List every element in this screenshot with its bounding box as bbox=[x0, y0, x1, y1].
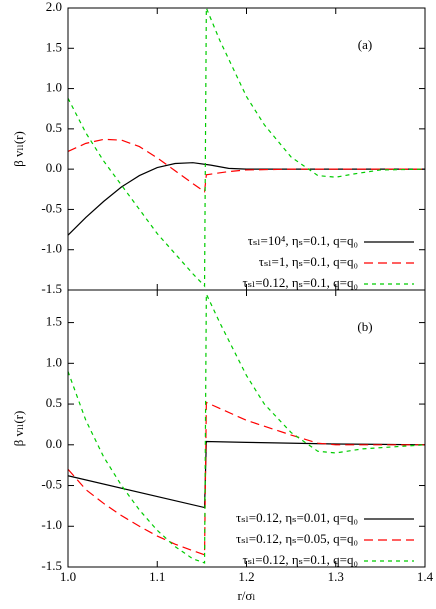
legend-label: τₛₗ=1, ηₛ=0.1, q=q₀ bbox=[259, 254, 358, 269]
y-tick-label: 0.0 bbox=[46, 436, 62, 451]
y-tick-label: 1.0 bbox=[46, 354, 62, 369]
legend-label: τₛₗ=10⁴, ηₛ=0.1, q=q₀ bbox=[248, 233, 358, 248]
series-line bbox=[67, 401, 425, 556]
y-tick-label: 1.0 bbox=[46, 80, 62, 95]
legend-label: τₛₗ=0.12, ηₛ=0.1, q=q₀ bbox=[243, 275, 358, 290]
legend-label: τₛₗ=0.12, ηₛ=0.01, q=q₀ bbox=[236, 510, 358, 525]
y-tick-label: -0.5 bbox=[41, 200, 62, 215]
y-tick-label: -1.0 bbox=[41, 517, 62, 532]
y-tick-label: -0.5 bbox=[41, 477, 62, 492]
x-tick-label: 1.4 bbox=[417, 569, 434, 584]
series-line bbox=[67, 293, 426, 564]
x-tick-label: 1.0 bbox=[60, 569, 76, 584]
legend-label: τₛₗ=0.12, ηₛ=0.1, q=q₀ bbox=[243, 552, 358, 567]
series-line bbox=[67, 440, 426, 509]
x-tick-label: 1.1 bbox=[149, 569, 165, 584]
series-line bbox=[67, 138, 425, 193]
y-axis-label: β vₗₗ(r) bbox=[11, 131, 26, 167]
panel-label: (b) bbox=[357, 319, 372, 334]
x-tick-label: 1.2 bbox=[238, 569, 254, 584]
y-tick-label: 0.0 bbox=[46, 160, 62, 175]
y-axis-label: β vₗₗ(r) bbox=[11, 411, 26, 447]
y-tick-label: 0.5 bbox=[46, 120, 62, 135]
y-tick-label: -1.5 bbox=[41, 558, 62, 573]
plot-frame bbox=[67, 289, 426, 568]
y-tick-label: 0.5 bbox=[46, 395, 62, 410]
y-tick-label: 2.0 bbox=[46, 0, 62, 14]
y-tick-label: -1.5 bbox=[41, 281, 62, 296]
y-tick-label: 1.5 bbox=[46, 314, 62, 329]
panel-label: (a) bbox=[358, 37, 372, 52]
x-axis-label: r/σₗ bbox=[237, 588, 255, 603]
y-tick-label: 1.5 bbox=[46, 39, 62, 54]
legend-label: τₛₗ=0.12, ηₛ=0.05, q=q₀ bbox=[236, 531, 358, 546]
y-tick-label: -1.0 bbox=[41, 241, 62, 256]
x-tick-label: 1.3 bbox=[328, 569, 344, 584]
series-line bbox=[67, 162, 425, 236]
